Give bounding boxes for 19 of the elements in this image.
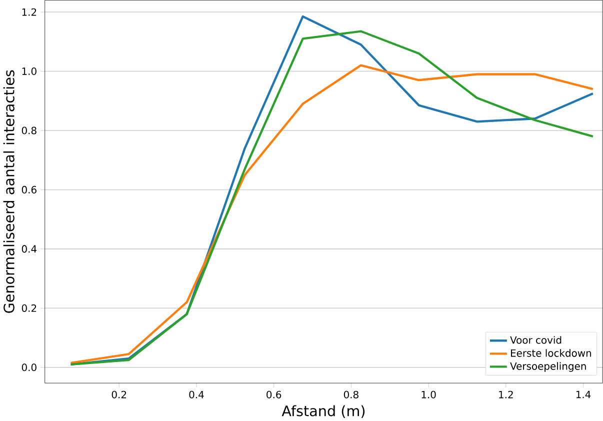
y-tick-label: 1.0 [22,67,36,75]
y-tick-label: 0.4 [22,245,37,253]
x-tick-label: 0.6 [266,390,282,398]
x-tick-label: 1.2 [499,390,513,398]
x-tick-label: 1.4 [576,390,591,398]
x-tick-label: 0.2 [112,390,126,398]
y-tick-label: 0.6 [22,186,36,194]
y-tick-label: 0.8 [22,126,36,134]
y-axis-title: Genormaliseerd aantal interacties [3,70,14,313]
x-tick-label: 0.4 [189,390,204,398]
legend-label: Versoepelingen [510,362,586,372]
y-tick-label: 0.2 [22,304,36,312]
x-tick-label: 1.0 [422,390,436,398]
y-tick-label: 1.2 [22,8,36,16]
y-tick-label: 0.0 [22,363,36,371]
x-axis-title: Afstand (m) [282,405,365,418]
legend-label: Voor covid [510,336,562,344]
x-tick-label: 0.8 [344,390,358,398]
legend-label: Eerste lockdown [511,348,592,357]
